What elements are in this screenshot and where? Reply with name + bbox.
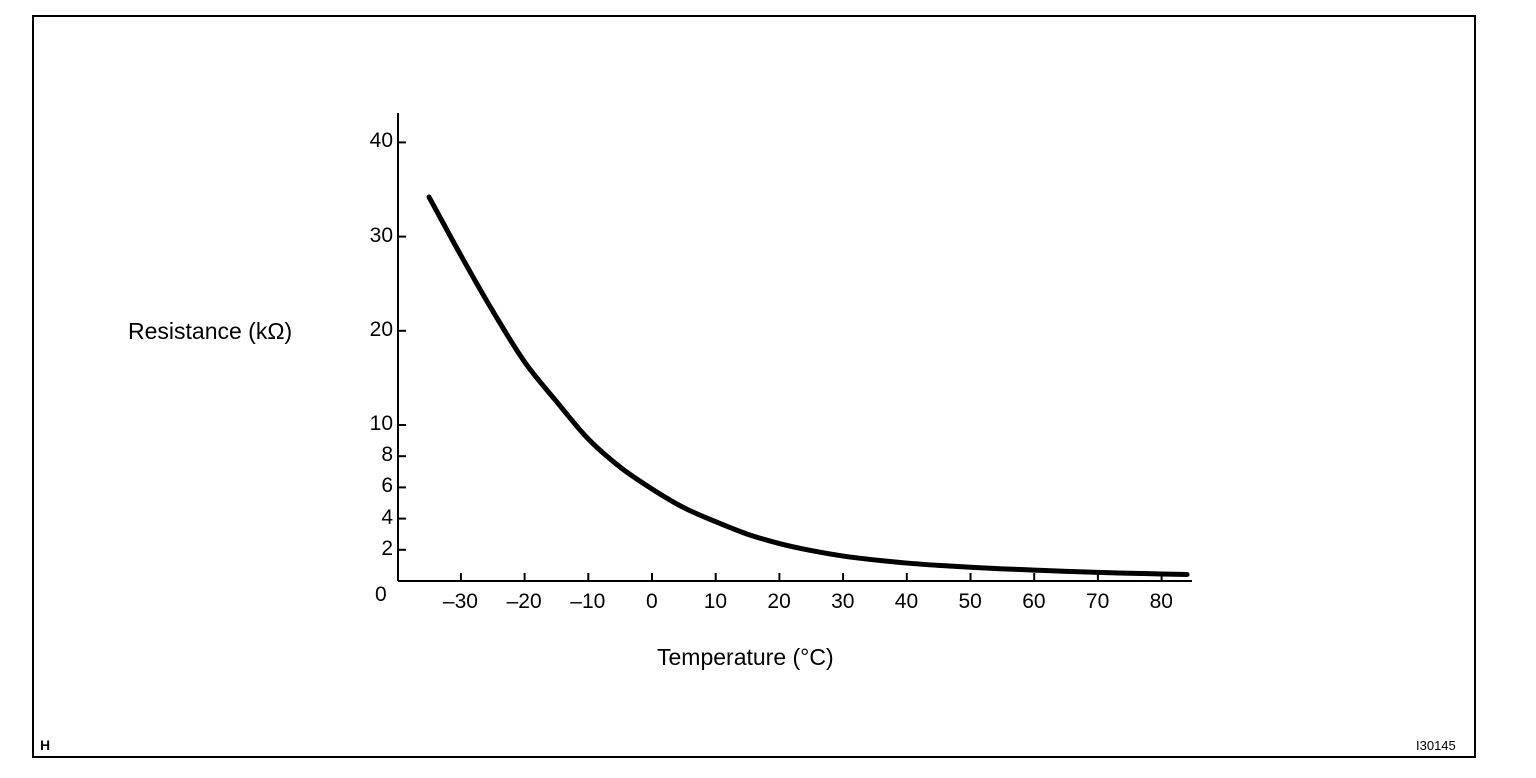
y-tick-label: 8 (381, 443, 393, 467)
x-tick-label: 10 (703, 590, 728, 613)
y-axis-label: Resistance (kΩ) (128, 318, 293, 344)
y-tick-label: 40 (369, 129, 393, 153)
y-tick-label: 0 (375, 583, 387, 606)
y-tick-label: 10 (369, 412, 393, 435)
x-tick-label: –20 (506, 590, 542, 613)
y-tick-label: 6 (381, 474, 393, 498)
resistance-curve (426, 194, 1190, 577)
x-tick-label: 0 (646, 590, 658, 613)
figure-id: I30145 (1416, 738, 1456, 753)
x-tick-label: –30 (442, 590, 478, 613)
x-tick-label: 50 (958, 590, 982, 613)
x-tick-label: 60 (1022, 590, 1046, 613)
x-tick-label: 20 (767, 590, 791, 613)
y-tick-label: 4 (381, 505, 393, 529)
x-axis-label: Temperature (°C) (657, 644, 834, 670)
x-tick-label: 70 (1085, 590, 1110, 613)
x-tick-label: 40 (894, 590, 919, 613)
y-tick-label: 2 (381, 536, 393, 560)
y-tick-label: 20 (369, 317, 393, 341)
x-tick-label: 80 (1149, 590, 1173, 613)
y-tick-label: 30 (369, 223, 393, 247)
figure-frame (32, 15, 1476, 758)
x-tick-label: –10 (570, 590, 606, 613)
x-tick-label: 30 (831, 590, 855, 613)
corner-mark: H (40, 737, 51, 753)
